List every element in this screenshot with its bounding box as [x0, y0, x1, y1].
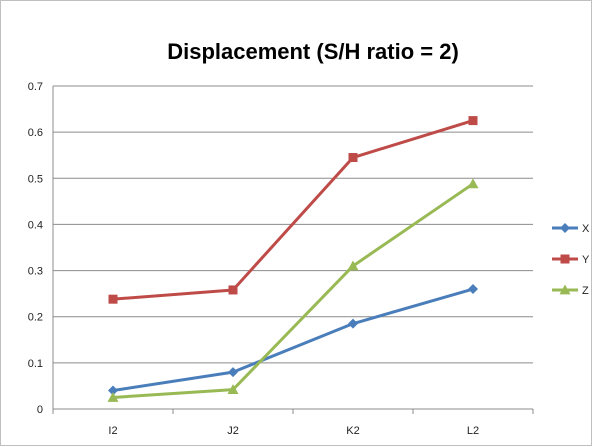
legend-marker	[560, 254, 570, 264]
series-line-x	[112, 287, 474, 393]
series-lines	[107, 116, 479, 402]
legend-item-z: Z	[552, 284, 589, 297]
data-point-x	[348, 318, 358, 329]
legend-item-x: X	[552, 223, 590, 235]
data-point-z	[467, 178, 479, 189]
gridlines	[53, 85, 533, 364]
y-tick-label: 0.2	[28, 312, 43, 324]
x-tick-label: L2	[467, 425, 479, 437]
legend-item-y: Y	[552, 254, 590, 266]
y-tick-label: 0.1	[28, 358, 43, 370]
series-x	[108, 284, 478, 396]
y-tick-label: 0.5	[28, 173, 43, 185]
legend-label: X	[582, 223, 590, 235]
legend: X Y Z	[552, 223, 590, 297]
legend-label: Z	[582, 285, 589, 297]
data-point-y	[468, 116, 478, 126]
data-point-y	[348, 153, 358, 163]
data-point-y	[228, 285, 238, 295]
data-point-x	[108, 385, 118, 396]
legend-marker	[560, 223, 570, 233]
legend-marker	[559, 284, 571, 295]
data-point-y	[108, 294, 118, 304]
chart-title: Displacement (S/H ratio = 2)	[167, 39, 459, 64]
data-point-x	[468, 284, 478, 295]
data-point-z	[227, 384, 239, 395]
y-tick-label: 0.7	[28, 81, 43, 93]
data-point-z	[347, 260, 359, 271]
data-point-x	[228, 367, 238, 378]
x-tick-label: J2	[227, 425, 239, 437]
y-tick-label: 0	[37, 404, 43, 416]
y-tick-label: 0.4	[28, 219, 43, 231]
legend-label: Y	[582, 254, 590, 266]
series-line-y	[112, 119, 474, 301]
series-y	[108, 116, 478, 304]
axes: 0 0.1 0.2 0.3 0.4 0.5 0.6 0.7 I2 J2 K2 L2	[28, 81, 534, 437]
series-z	[107, 178, 479, 402]
series-line-z	[112, 182, 474, 399]
y-tick-label: 0.3	[28, 266, 43, 278]
y-tick-label: 0.6	[28, 127, 43, 139]
data-point-z	[107, 391, 119, 402]
x-tick-label: I2	[108, 425, 117, 437]
x-tick-label: K2	[346, 425, 359, 437]
